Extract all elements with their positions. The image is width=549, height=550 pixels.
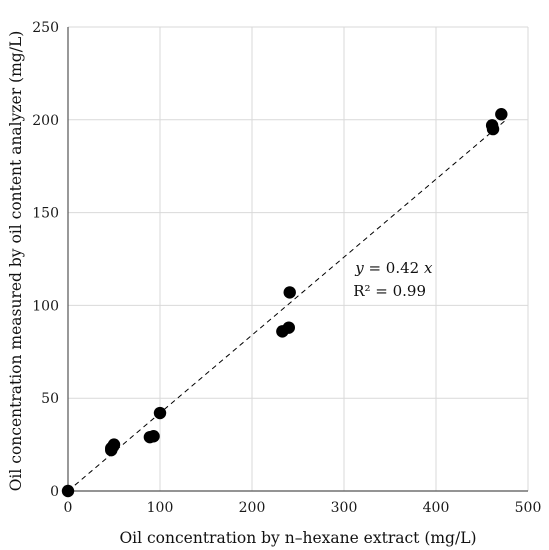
data-point — [486, 122, 500, 136]
data-point — [61, 484, 75, 498]
y-tick-label: 100 — [32, 298, 59, 314]
axes — [67, 27, 528, 492]
equation-x: x — [424, 259, 433, 277]
data-point — [105, 443, 118, 457]
x-tick-label: 400 — [423, 500, 450, 516]
regression-equation: y = 0.42 x — [354, 259, 433, 277]
data-point — [495, 108, 508, 121]
x-axis-title: Oil concentration by n–hexane extract (m… — [119, 529, 476, 547]
trendline-group — [67, 120, 506, 492]
y-tick-label: 0 — [50, 484, 59, 500]
y-tick-label: 250 — [32, 20, 59, 36]
data-points — [61, 108, 508, 498]
data-point — [147, 430, 160, 443]
r-squared-label: R² = 0.99 — [353, 282, 426, 300]
tick-labels: 0 100 200 300 400 500 0 50 100 150 200 250 — [32, 20, 541, 516]
equation-slope: = 0.42 — [364, 259, 424, 277]
y-tick-label: 200 — [32, 113, 59, 129]
grid — [68, 26, 529, 491]
y-tick-label: 50 — [41, 391, 59, 407]
x-tick-label: 500 — [515, 500, 542, 516]
data-point — [282, 321, 295, 334]
x-tick-label: 200 — [239, 500, 266, 516]
y-axis-title: Oil concentration measured by oil conten… — [7, 31, 25, 492]
trendline — [67, 120, 506, 492]
equation-y: y — [354, 259, 364, 277]
y-tick-label: 150 — [32, 206, 59, 222]
data-point — [153, 406, 167, 420]
x-tick-label: 100 — [147, 500, 174, 516]
x-tick-label: 0 — [64, 500, 73, 516]
data-point — [283, 286, 296, 299]
x-tick-label: 300 — [331, 500, 358, 516]
